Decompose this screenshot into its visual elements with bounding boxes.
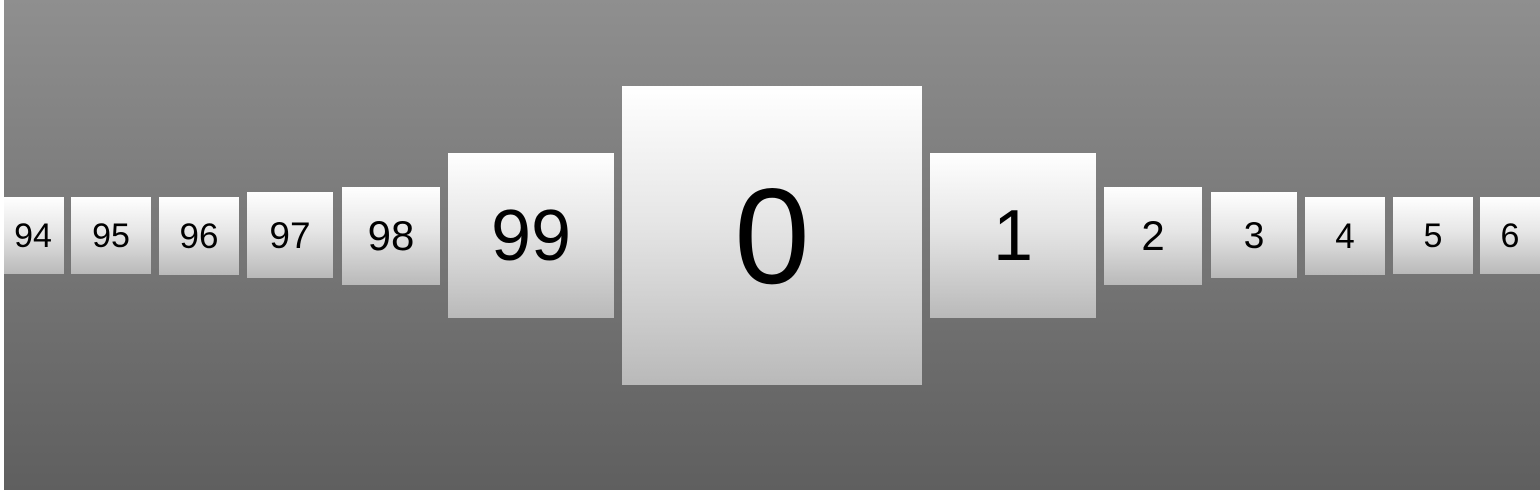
carousel-item-98[interactable]: 98 bbox=[342, 187, 440, 285]
left-window-edge bbox=[0, 0, 4, 490]
carousel-item-94[interactable]: 94 bbox=[4, 197, 64, 274]
carousel-item-6[interactable]: 6 bbox=[1480, 197, 1540, 274]
carousel-item-label: 3 bbox=[1243, 214, 1265, 256]
carousel-item-3[interactable]: 3 bbox=[1211, 192, 1297, 278]
carousel-stage[interactable]: 94 95 96 97 98 99 0 1 2 3 4 5 6 bbox=[4, 0, 1540, 490]
carousel-item-label: 96 bbox=[179, 216, 219, 256]
carousel-item-99[interactable]: 99 bbox=[448, 153, 614, 318]
carousel-item-96[interactable]: 96 bbox=[159, 197, 239, 275]
carousel-item-label: 6 bbox=[1500, 216, 1520, 255]
carousel-item-label: 2 bbox=[1141, 212, 1165, 259]
carousel-item-label: 4 bbox=[1335, 216, 1355, 256]
carousel-item-4[interactable]: 4 bbox=[1305, 197, 1385, 275]
carousel-item-label: 99 bbox=[490, 195, 572, 276]
carousel-item-label: 0 bbox=[734, 159, 810, 312]
carousel-item-2[interactable]: 2 bbox=[1104, 187, 1202, 285]
carousel-item-95[interactable]: 95 bbox=[71, 197, 151, 274]
carousel-item-label: 95 bbox=[92, 216, 130, 255]
carousel-item-label: 1 bbox=[992, 195, 1034, 276]
carousel-item-label: 97 bbox=[269, 214, 311, 256]
carousel-item-97[interactable]: 97 bbox=[247, 192, 333, 278]
carousel-item-1[interactable]: 1 bbox=[930, 153, 1096, 318]
carousel-item-0-selected[interactable]: 0 bbox=[622, 86, 922, 385]
carousel-item-label: 98 bbox=[367, 212, 415, 259]
carousel-item-5[interactable]: 5 bbox=[1393, 197, 1473, 274]
carousel-item-label: 5 bbox=[1423, 216, 1443, 255]
carousel-item-label: 94 bbox=[14, 216, 52, 255]
